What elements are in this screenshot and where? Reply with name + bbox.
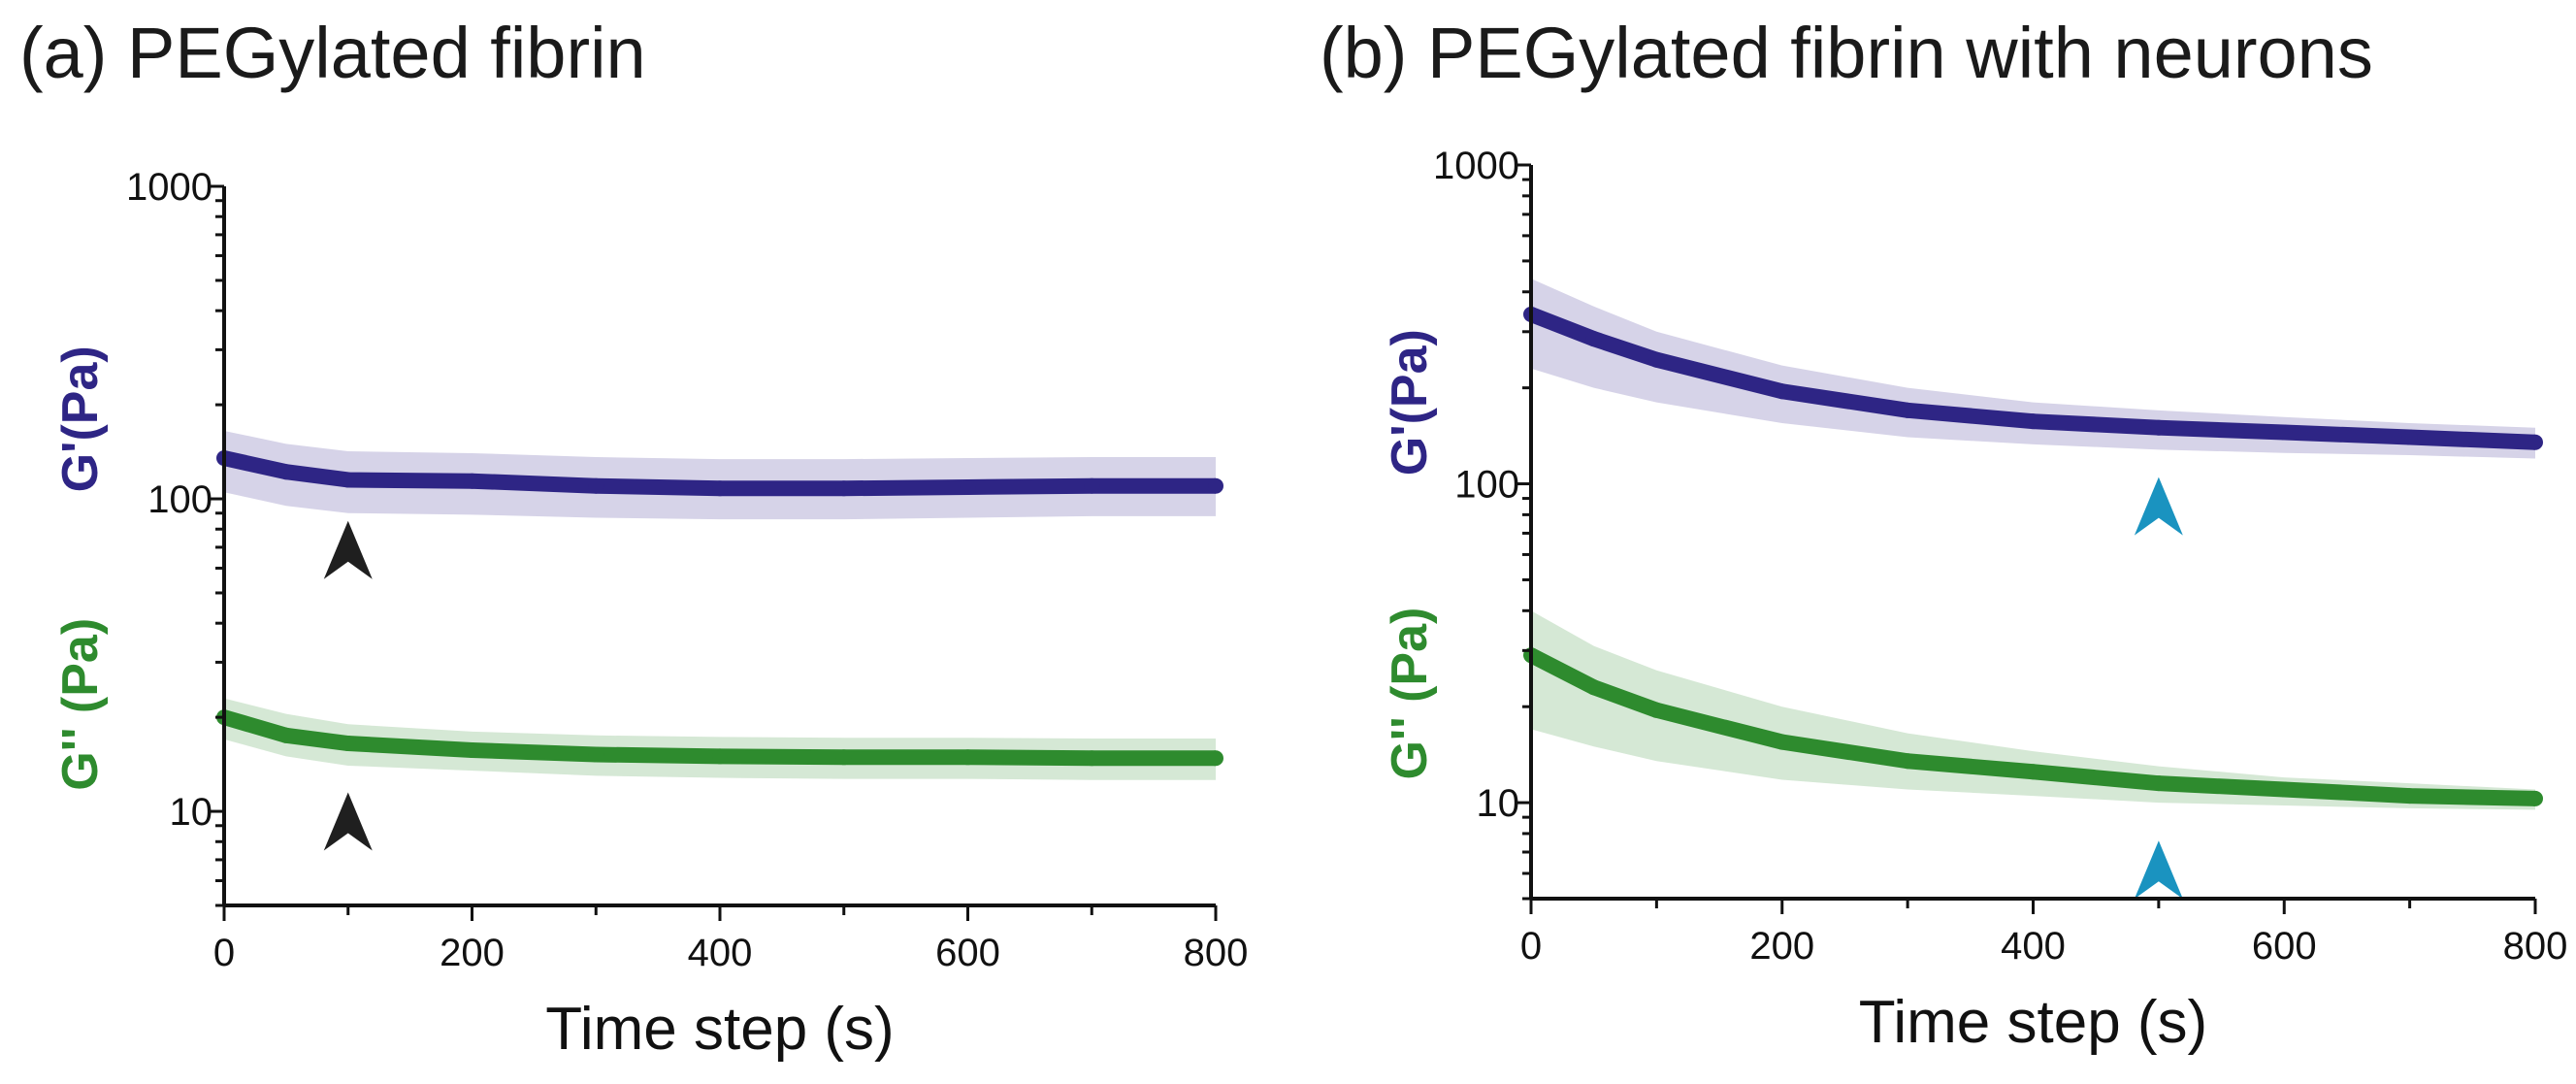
chart-title: (b) PEGylated fibrin with neurons	[1320, 13, 2373, 93]
data-point	[2150, 775, 2167, 792]
data-point	[2025, 413, 2041, 430]
error-band-g-prime	[1531, 279, 2535, 459]
data-point	[1774, 383, 1790, 400]
x-tick-label: 200	[1749, 925, 1814, 968]
data-point	[1585, 679, 1602, 696]
y-tick-label: 10	[1477, 782, 1520, 825]
data-point	[712, 480, 728, 497]
data-point	[2025, 764, 2041, 780]
data-point	[960, 478, 976, 495]
data-point	[712, 748, 728, 765]
data-point	[1648, 351, 1665, 368]
data-point	[2527, 434, 2543, 450]
y-axis-label-g-double: G'' (Pa)	[52, 618, 109, 791]
data-point	[835, 749, 852, 766]
data-point	[464, 741, 480, 758]
series-line-g-double	[1527, 648, 2536, 806]
data-point	[277, 727, 294, 743]
x-tick-label: 400	[2001, 925, 2066, 968]
data-point	[340, 736, 356, 752]
x-tick-label: 800	[1184, 932, 1249, 974]
arrowhead-icon	[2134, 840, 2183, 900]
data-point	[1900, 402, 1916, 418]
x-tick-label: 600	[2252, 925, 2317, 968]
y-tick-label: 1000	[126, 166, 212, 209]
x-tick-label: 200	[440, 932, 505, 974]
data-point	[1084, 750, 1100, 767]
chart-title: (a) PEGylated fibrin	[19, 13, 646, 93]
data-point	[277, 464, 294, 480]
x-tick-label: 800	[2503, 925, 2568, 968]
x-tick-label: 400	[688, 932, 753, 974]
data-point	[1208, 750, 1223, 767]
y-axis-label-g-prime: G'(Pa)	[52, 345, 109, 492]
data-point	[464, 473, 480, 489]
data-point	[1900, 753, 1916, 770]
data-point	[1208, 477, 1223, 494]
series-line-g-prime	[222, 450, 1216, 497]
y-axis-label-g-prime: G'(Pa)	[1382, 329, 1438, 476]
x-tick-label: 0	[1520, 925, 1542, 968]
data-point	[2276, 424, 2293, 441]
data-point	[1648, 702, 1665, 718]
data-point	[2527, 790, 2543, 806]
data-point	[960, 749, 976, 766]
y-axis-label-g-double: G'' (Pa)	[1382, 608, 1438, 780]
y-tick-label: 100	[1454, 464, 1519, 507]
data-point	[2401, 788, 2418, 805]
arrowhead-icon	[323, 792, 373, 851]
data-point	[2276, 781, 2293, 798]
y-tick-label: 10	[170, 791, 213, 834]
data-point	[1774, 734, 1790, 750]
data-point	[2150, 419, 2167, 436]
data-point	[340, 472, 356, 488]
chart-panel-b: (b) PEGylated fibrin with neurons 0 200 400…	[1320, 13, 2567, 1056]
arrowhead-icon	[323, 520, 373, 579]
series-line-g-double	[221, 709, 1216, 767]
error-band-g-prime	[224, 430, 1216, 520]
y-tick-label: 1000	[1433, 145, 1519, 187]
data-point	[835, 480, 852, 497]
error-band-g-double	[1531, 610, 2535, 810]
x-tick-label: 600	[935, 932, 1000, 974]
data-point	[588, 746, 604, 763]
data-point	[588, 477, 604, 494]
series-line-g-prime	[1528, 307, 2536, 450]
chart-panel-a: (a) PEGylated fibrin 0 200 400 600 800 10 100 10…	[19, 13, 1248, 1063]
x-axis-label: Time step (s)	[545, 996, 894, 1063]
y-tick-label: 100	[147, 478, 212, 521]
arrowhead-icon	[2134, 476, 2183, 536]
data-point	[1585, 331, 1602, 347]
data-point	[2401, 429, 2418, 445]
data-point	[1084, 477, 1100, 494]
x-tick-label: 0	[213, 932, 235, 974]
x-axis-label: Time step (s)	[1859, 989, 2207, 1056]
